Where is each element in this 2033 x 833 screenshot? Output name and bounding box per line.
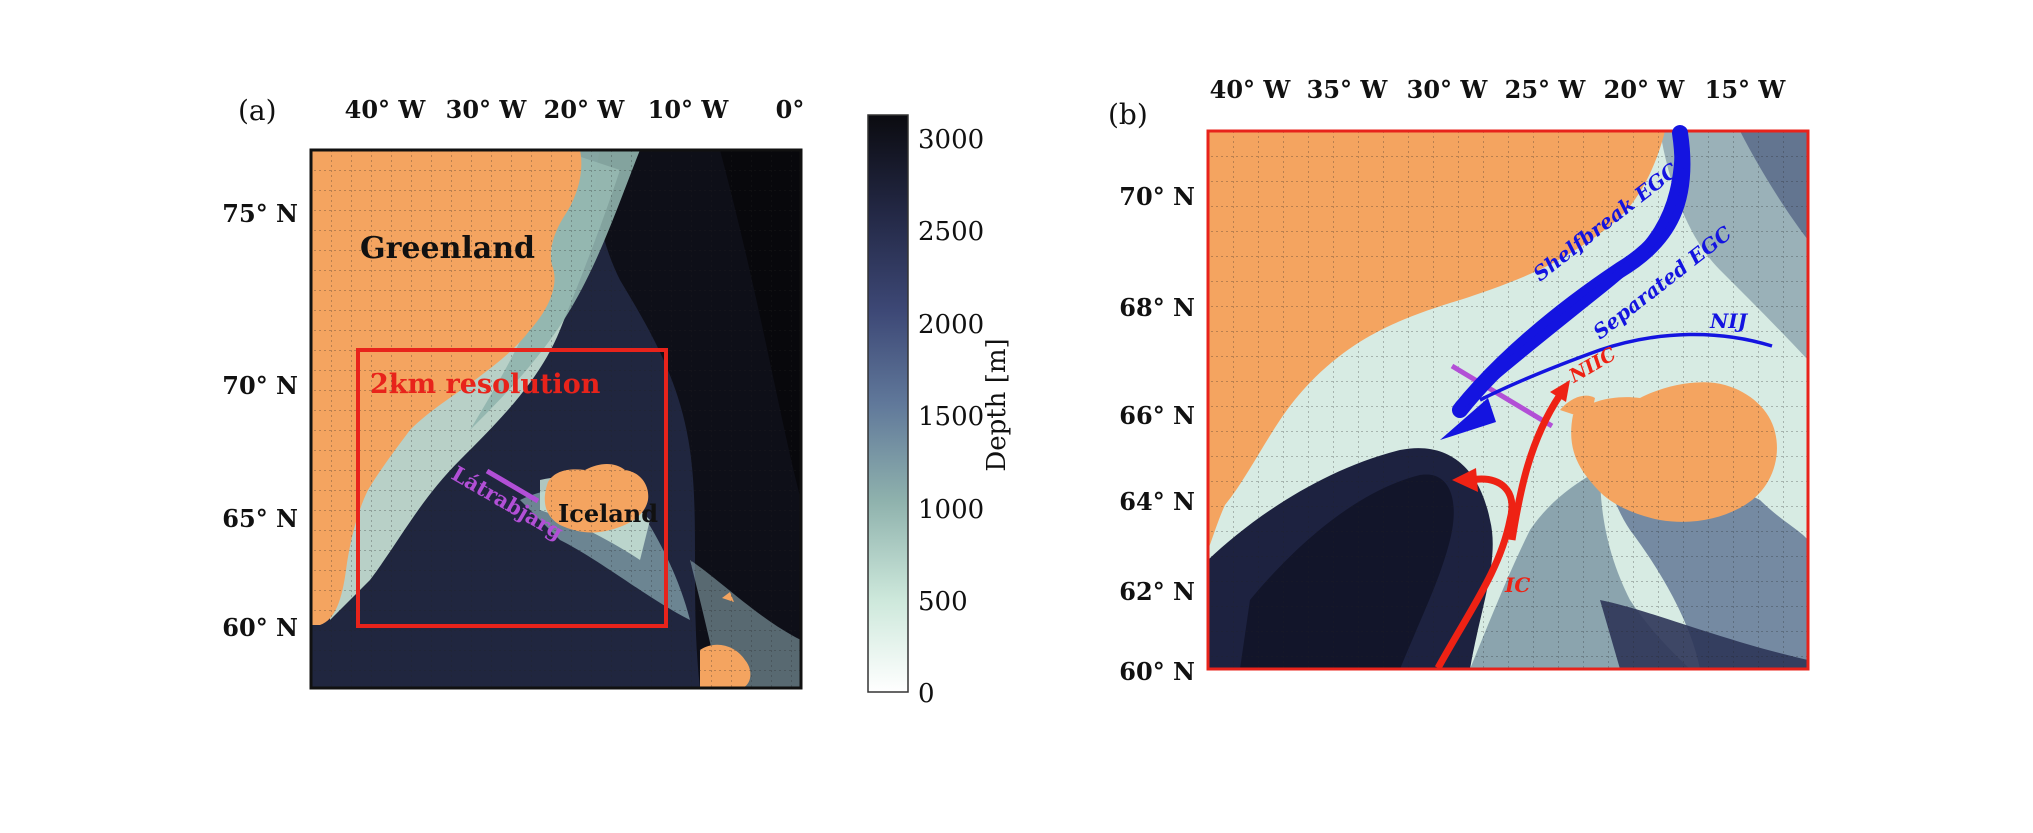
colorbar-tick-1000: 1000 <box>918 495 984 525</box>
colorbar-tick-500: 500 <box>918 587 968 617</box>
colorbar-label: Depth [m] <box>982 338 1012 471</box>
panel-b-label: (b) <box>1108 98 1148 131</box>
panel-a-label: (a) <box>238 94 277 127</box>
ic-arrow <box>1434 475 1516 670</box>
lat-label-b-64n: 64° N <box>1119 487 1195 516</box>
lon-label-b-20w: 20° W <box>1604 75 1686 104</box>
nij-arrow <box>1479 332 1773 402</box>
lon-label-40w: 40° W <box>345 95 427 124</box>
lat-label-b-70n: 70° N <box>1119 182 1195 211</box>
nij-label: NIJ <box>1709 309 1749 333</box>
latrabjarg-section-line <box>485 468 540 504</box>
egc-arrowhead <box>1440 398 1496 440</box>
colorbar-tick-2500: 2500 <box>918 217 984 247</box>
latrabjarg-section-line-b <box>1450 363 1554 429</box>
lat-label-60n: 60° N <box>222 613 298 642</box>
niic-arrow <box>1508 393 1563 541</box>
domain-box <box>356 348 668 628</box>
lon-label-10w: 10° W <box>648 95 730 124</box>
iceland-label: Iceland <box>558 499 658 528</box>
lon-label-b-35w: 35° W <box>1307 75 1389 104</box>
east-greenland-currents <box>1440 125 1773 440</box>
lat-label-75n: 75° N <box>222 199 298 228</box>
irminger-currents <box>1434 380 1570 670</box>
lat-label-70n: 70° N <box>222 371 298 400</box>
colorbar-gradient <box>867 114 909 693</box>
panel-a-lat-labels: 75° N 70° N 65° N 60° N <box>222 199 298 642</box>
panel-b-map <box>1208 131 1808 669</box>
panel-b-lon-labels: 40° W 35° W 30° W 25° W 20° W 15° W <box>1210 75 1787 104</box>
panel-a-lon-labels: 40° W 30° W 20° W 10° W 0° <box>345 95 805 124</box>
lon-label-b-30w: 30° W <box>1407 75 1489 104</box>
lon-label-30w: 30° W <box>446 95 528 124</box>
panel-b: (b) 40° W 35° W 30° W 25° W 20° W 15° W … <box>1108 75 1810 686</box>
panel-b-lat-labels: 70° N 68° N 66° N 64° N 62° N 60° N <box>1119 182 1195 686</box>
niic-arrowhead <box>1550 380 1570 402</box>
lat-label-b-68n: 68° N <box>1119 293 1195 322</box>
panel-a-map <box>311 150 801 688</box>
domain-label: 2km resolution <box>370 369 601 400</box>
lat-label-b-62n: 62° N <box>1119 577 1195 606</box>
colorbar: 3000 2500 2000 1500 1000 500 0 Depth [m] <box>867 114 1012 709</box>
separated-egc-arrow <box>1455 135 1685 410</box>
lat-label-b-66n: 66° N <box>1119 401 1195 430</box>
lon-label-b-15w: 15° W <box>1705 75 1787 104</box>
colorbar-tick-1500: 1500 <box>918 402 984 432</box>
lon-label-b-40w: 40° W <box>1210 75 1292 104</box>
lat-label-b-60n: 60° N <box>1119 657 1195 686</box>
colorbar-tick-0: 0 <box>918 679 935 709</box>
lon-label-0: 0° <box>776 95 805 124</box>
panel-b-frame <box>1206 129 1810 671</box>
colorbar-tick-3000: 3000 <box>918 125 984 155</box>
colorbar-tick-2000: 2000 <box>918 310 984 340</box>
lat-label-65n: 65° N <box>222 504 298 533</box>
ic-arrowhead <box>1452 468 1478 492</box>
panel-a-frame <box>309 148 803 690</box>
ic-label: IC <box>1504 573 1530 597</box>
panel-a: (a) 40° W 30° W 20° W 10° W 0° 75° N 70°… <box>222 94 805 690</box>
lon-label-b-25w: 25° W <box>1505 75 1587 104</box>
lon-label-20w: 20° W <box>544 95 626 124</box>
greenland-label: Greenland <box>360 231 535 266</box>
